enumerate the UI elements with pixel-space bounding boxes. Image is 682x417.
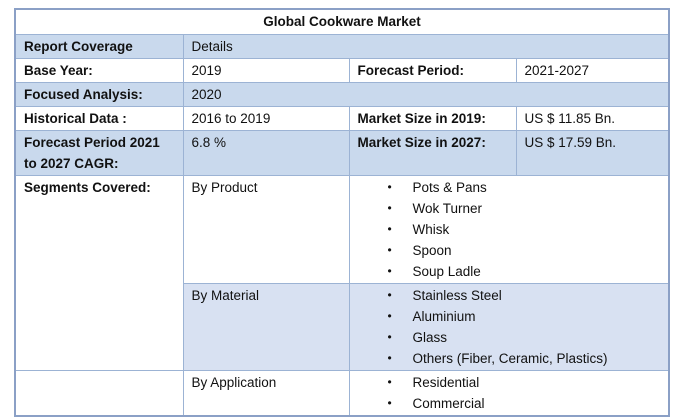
row-forecast-cagr: Forecast Period 2021 to 2027 CAGR: 6.8 %…	[14, 129, 670, 176]
segment-items-material: • Stainless Steel • Aluminium • Glass • Othe…	[348, 282, 670, 371]
market-size-2019-label: Market Size in 2019:	[348, 105, 517, 131]
list-item: • Wok Turner	[388, 198, 661, 219]
row-report-coverage: Report Coverage Details	[14, 33, 670, 59]
bullet-icon: •	[387, 350, 392, 365]
list-item: • Glass	[388, 327, 661, 348]
market-size-2027-value: US $ 17.59 Bn.	[515, 129, 670, 176]
list-item: • Spoon	[388, 240, 661, 261]
row-segment-application: By Application • Residential • Commercial	[14, 369, 670, 416]
list-item-label: Pots & Pans	[412, 179, 487, 195]
historical-data-label: Historical Data :	[14, 105, 184, 131]
list-item-label: Residential	[412, 374, 480, 390]
forecast-cagr-value: 6.8 %	[182, 129, 350, 176]
bullet-icon: •	[387, 221, 392, 236]
list-item: • Others (Fiber, Ceramic, Plastics)	[388, 348, 661, 369]
bullet-icon: •	[387, 287, 392, 302]
list-item: • Aluminium	[388, 306, 661, 327]
report-coverage-label: Report Coverage	[14, 33, 184, 59]
list-item: • Soup Ladle	[388, 261, 661, 282]
segment-name-application: By Application	[182, 369, 350, 416]
list-item: • Stainless Steel	[388, 285, 661, 306]
focused-analysis-label: Focused Analysis:	[14, 81, 184, 107]
report-coverage-value: Details	[182, 33, 670, 59]
list-item-label: Whisk	[412, 221, 450, 237]
segments-covered-empty-cell	[14, 369, 184, 416]
list-item-label: Commercial	[412, 395, 485, 411]
bullet-icon: •	[387, 242, 392, 257]
list-item-label: Spoon	[412, 242, 452, 258]
list-item: • Whisk	[388, 219, 661, 240]
list-item: • Commercial	[388, 393, 661, 414]
list-item-label: Aluminium	[412, 308, 476, 324]
focused-analysis-value: 2020	[182, 81, 670, 107]
row-segment-material: By Material • Stainless Steel • Aluminium …	[15, 282, 670, 371]
bullet-icon: •	[387, 200, 392, 215]
list-item-label: Wok Turner	[412, 200, 483, 216]
segment-name-material: By Material	[182, 282, 350, 371]
bullet-icon: •	[387, 179, 392, 194]
market-size-2027-label: Market Size in 2027:	[348, 129, 517, 176]
bullet-icon: •	[387, 329, 392, 344]
market-size-2019-value: US $ 11.85 Bn.	[515, 105, 670, 131]
row-historical-data: Historical Data : 2016 to 2019 Market Si…	[14, 105, 670, 131]
row-segment-product: Segments Covered: By Product • Pots & Pan…	[14, 174, 670, 371]
forecast-cagr-label: Forecast Period 2021 to 2027 CAGR:	[14, 129, 184, 176]
list-item-label: Soup Ladle	[412, 263, 481, 279]
bullet-list: • Residential • Commercial	[358, 372, 661, 414]
bullet-icon: •	[387, 374, 392, 389]
title-row: Global Cookware Market	[14, 8, 670, 35]
market-report-table: Global Cookware Market Report Coverage D…	[14, 8, 671, 417]
row-focused-analysis: Focused Analysis: 2020	[14, 81, 670, 107]
list-item-label: Stainless Steel	[412, 287, 502, 303]
list-item-label: Glass	[412, 329, 448, 345]
bullet-list: • Pots & Pans • Wok Turner • Whisk • Spoon •…	[358, 177, 661, 282]
list-item: • Pots & Pans	[388, 177, 661, 198]
segments-covered-label: Segments Covered:	[14, 174, 184, 371]
segment-name-product: By Product	[182, 174, 350, 284]
bullet-icon: •	[387, 395, 392, 410]
list-item-label: Others (Fiber, Ceramic, Plastics)	[412, 350, 608, 366]
row-base-year: Base Year: 2019 Forecast Period: 2021-20…	[14, 57, 670, 83]
segment-items-product: • Pots & Pans • Wok Turner • Whisk • Spoon •…	[348, 174, 670, 284]
list-item: • Residential	[388, 372, 661, 393]
bullet-list: • Stainless Steel • Aluminium • Glass • Othe…	[358, 285, 661, 369]
segment-items-application: • Residential • Commercial	[348, 369, 670, 416]
base-year-label: Base Year:	[14, 57, 184, 83]
forecast-period-value: 2021-2027	[515, 57, 670, 83]
base-year-value: 2019	[182, 57, 350, 83]
bullet-icon: •	[387, 263, 392, 278]
page-title: Global Cookware Market	[14, 8, 670, 35]
bullet-icon: •	[387, 308, 392, 323]
forecast-period-label: Forecast Period:	[348, 57, 517, 83]
historical-data-value: 2016 to 2019	[182, 105, 350, 131]
